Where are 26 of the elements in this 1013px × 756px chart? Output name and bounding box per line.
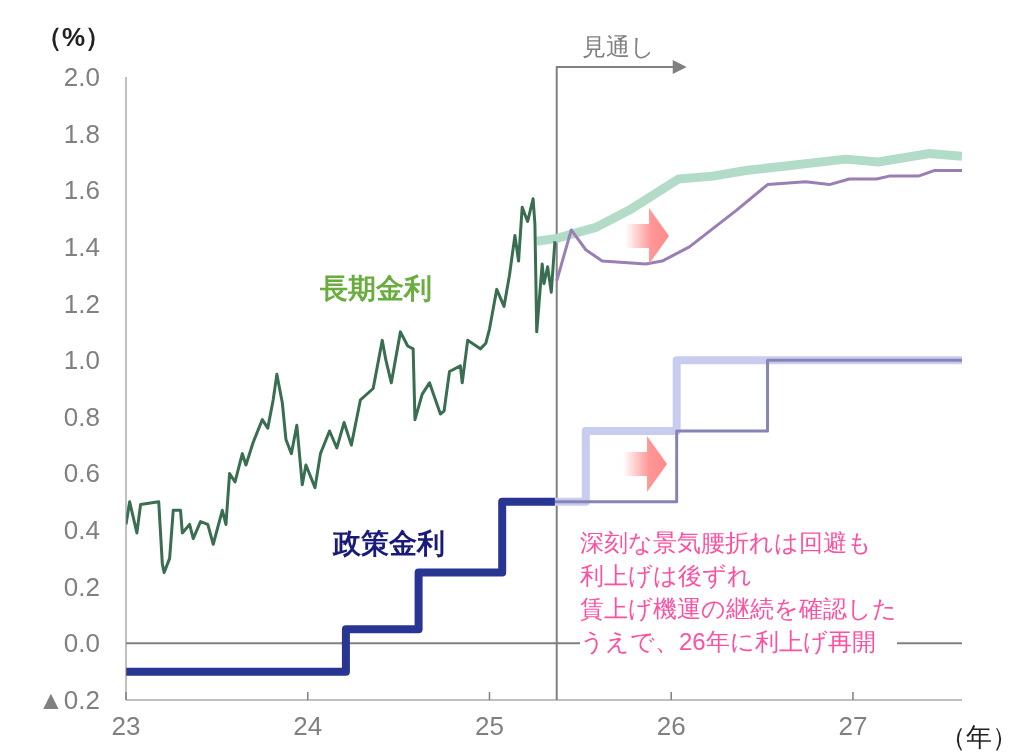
x-axis-title: （年）	[940, 721, 1013, 754]
series-label: 長期金利	[320, 272, 432, 306]
x-tick-label: 27	[838, 711, 868, 741]
y-tick-label: 0.8	[63, 401, 100, 432]
y-tick-label: 0.6	[63, 458, 100, 489]
y-tick-label: ▲0.2	[38, 685, 100, 715]
y-tick-label: 1.8	[63, 118, 100, 149]
ref-line-label: 見通し	[582, 33, 656, 60]
x-tick-label: 23	[111, 711, 141, 741]
y-tick-label: 0.4	[63, 515, 100, 546]
y-axis-title: （%）	[36, 21, 112, 54]
annotation: 深刻な景気腰折れは回避も	[580, 528, 873, 558]
y-tick-label: 1.2	[63, 288, 100, 319]
y-tick-label: 2.0	[63, 62, 100, 92]
annotation: うえで、26年に利上げ再開	[580, 627, 877, 657]
y-tick-label: 1.0	[63, 345, 100, 376]
series-label: 政策金利	[333, 527, 445, 561]
annotation: 利上げは後ずれ	[580, 561, 753, 591]
y-tick-label: 1.6	[63, 175, 100, 206]
y-tick-label: 0.2	[63, 571, 100, 602]
x-tick-label: 26	[656, 711, 686, 741]
y-tick-label: 1.4	[63, 231, 100, 262]
y-tick-label: 0.0	[63, 628, 100, 659]
annotation: 賃上げ機運の継続を確認した	[580, 594, 897, 624]
x-tick-label: 24	[293, 711, 323, 741]
x-tick-label: 25	[475, 711, 504, 741]
